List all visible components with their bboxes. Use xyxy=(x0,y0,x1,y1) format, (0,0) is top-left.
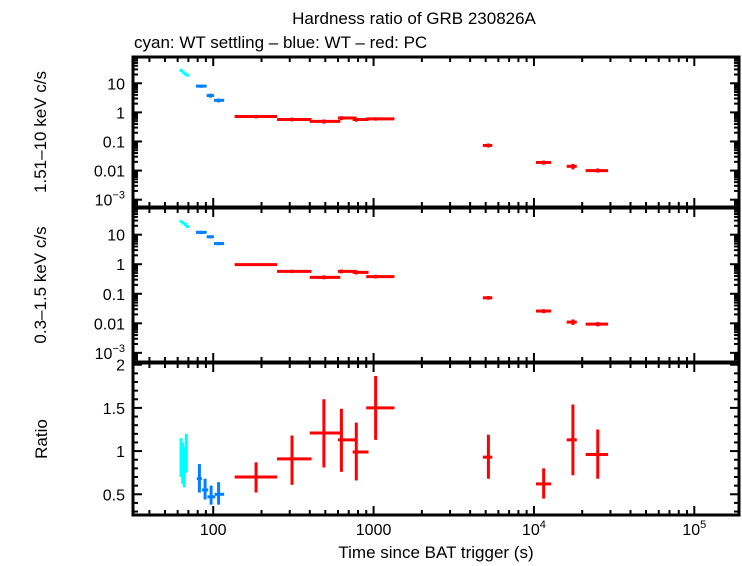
x-ticks xyxy=(148,208,696,362)
data-point xyxy=(566,319,577,325)
data-point xyxy=(482,143,493,148)
data-point xyxy=(234,114,278,119)
series-pc xyxy=(234,114,609,173)
data-point xyxy=(366,274,395,279)
data-point xyxy=(309,119,341,124)
data-point xyxy=(338,408,357,472)
y-tick-label: 1.5 xyxy=(103,401,125,418)
x-tick-labels: 100 1000 104 105 xyxy=(200,519,706,539)
panel-soft: 10 1 0.1 0.01 10−3 0.3–1.5 keV c/s xyxy=(31,206,741,364)
series-wt-settling xyxy=(179,433,188,488)
y-tick-label: 2 xyxy=(116,358,125,375)
data-point xyxy=(566,404,577,476)
series-wt xyxy=(195,230,225,246)
data-point xyxy=(185,73,189,77)
series-pc xyxy=(234,375,609,499)
data-point xyxy=(277,435,312,485)
y-axis-label: 0.3–1.5 keV c/s xyxy=(31,226,50,343)
data-point xyxy=(179,68,183,72)
panel-hard: 10 1 0.1 0.01 10−3 1.51–10 keV c/s xyxy=(31,55,741,210)
y-tick-label: 0.1 xyxy=(103,134,125,151)
x-tick-label: 1000 xyxy=(356,522,392,539)
y-tick-label: 1 xyxy=(116,257,125,274)
data-point xyxy=(366,375,395,440)
data-point xyxy=(195,230,207,235)
series-wt xyxy=(196,464,225,505)
data-point xyxy=(184,433,188,473)
x-tick-label: 105 xyxy=(682,519,706,539)
data-point xyxy=(201,478,209,500)
data-point xyxy=(196,464,202,493)
data-point xyxy=(195,84,207,88)
data-point xyxy=(234,263,278,267)
x-ticks xyxy=(148,363,696,515)
data-point xyxy=(277,117,312,122)
x-ticks xyxy=(148,57,696,207)
data-point xyxy=(207,485,216,505)
panel-ratio: 2 1.5 1 0.5 Ratio xyxy=(32,358,741,517)
chart-title: Hardness ratio of GRB 230826A xyxy=(292,9,536,28)
y-tick-label: 1 xyxy=(116,105,125,122)
data-point xyxy=(206,93,214,98)
data-point xyxy=(352,270,369,275)
data-point xyxy=(482,296,493,300)
y-tick-label: 0.01 xyxy=(94,164,125,181)
data-point xyxy=(352,117,369,122)
data-point xyxy=(585,429,609,479)
x-axis-label: Time since BAT trigger (s) xyxy=(338,543,533,562)
data-point xyxy=(234,462,278,493)
data-point xyxy=(181,221,185,225)
x-tick-label: 104 xyxy=(522,519,546,539)
y-tick-label: 0.5 xyxy=(103,487,125,504)
y-axis-label: Ratio xyxy=(32,419,51,459)
data-point xyxy=(309,275,341,280)
y-tick-label: 0.1 xyxy=(103,287,125,304)
data-point xyxy=(536,160,552,165)
y-ticks xyxy=(133,56,739,208)
y-tick-label: 10 xyxy=(107,76,125,93)
data-point xyxy=(181,70,185,74)
y-tick-label: 10 xyxy=(107,228,125,245)
series-wt-settling xyxy=(179,219,189,228)
data-point xyxy=(185,224,189,228)
data-point xyxy=(366,117,395,121)
data-point xyxy=(585,322,609,327)
y-tick-label: 1 xyxy=(116,444,125,461)
data-point xyxy=(206,235,214,239)
data-point xyxy=(536,468,552,499)
y-tick-label: 10−3 xyxy=(95,190,125,210)
panel-frame xyxy=(131,55,741,209)
data-point xyxy=(482,434,493,479)
x-tick-label: 100 xyxy=(200,522,227,539)
data-point xyxy=(213,98,225,103)
series-pc xyxy=(234,263,609,327)
data-point xyxy=(536,309,552,314)
data-point xyxy=(309,399,341,468)
y-ticks xyxy=(133,363,739,513)
y-ticks xyxy=(133,207,739,363)
panel-frame xyxy=(131,206,741,364)
y-tick-label: 0.01 xyxy=(94,316,125,333)
y-axis-label: 1.51–10 keV c/s xyxy=(31,71,50,193)
data-point xyxy=(214,482,225,505)
data-point xyxy=(566,163,577,170)
data-point xyxy=(352,422,369,481)
y-tick-label: 10−3 xyxy=(95,343,125,363)
data-point xyxy=(183,223,187,227)
data-point xyxy=(585,168,609,173)
panel-frame xyxy=(131,361,741,517)
series-wt-settling xyxy=(179,68,189,77)
series-wt xyxy=(195,84,225,103)
data-point xyxy=(277,269,312,274)
data-point xyxy=(213,242,225,246)
chart-subtitle: cyan: WT settling – blue: WT – red: PC xyxy=(134,33,427,52)
